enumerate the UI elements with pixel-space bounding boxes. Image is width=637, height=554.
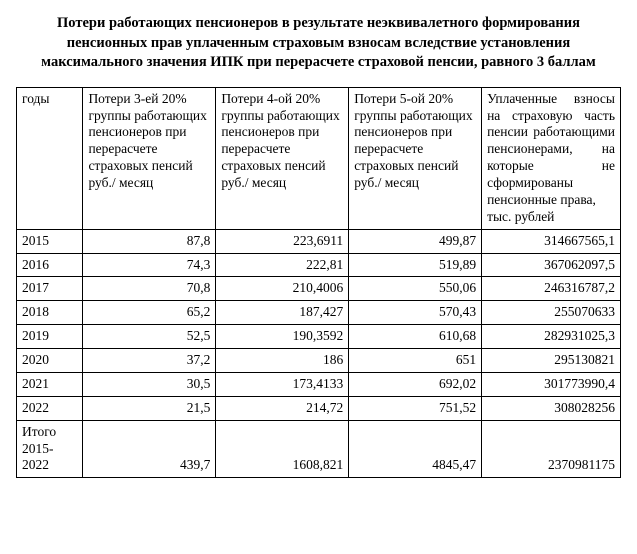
col-header-group4: Потери 4-ой 20% группы работающих пенсио…	[216, 87, 349, 229]
table-row: 2016 74,3 222,81 519,89 367062097,5	[17, 253, 621, 277]
cell-value: 651	[349, 349, 482, 373]
cell-total-value: 439,7	[83, 420, 216, 478]
cell-year: 2018	[17, 301, 83, 325]
cell-value: 173,4133	[216, 372, 349, 396]
cell-value: 52,5	[83, 325, 216, 349]
cell-value: 37,2	[83, 349, 216, 373]
page-title: Потери работающих пенсионеров в результа…	[36, 14, 601, 73]
cell-value: 519,89	[349, 253, 482, 277]
cell-value: 222,81	[216, 253, 349, 277]
cell-value: 190,3592	[216, 325, 349, 349]
table-row: 2022 21,5 214,72 751,52 308028256	[17, 396, 621, 420]
cell-total-value: 4845,47	[349, 420, 482, 478]
col-header-contributions: Уплаченные взносы на страховую часть пен…	[482, 87, 621, 229]
cell-value: 751,52	[349, 396, 482, 420]
cell-value: 282931025,3	[482, 325, 621, 349]
cell-value: 255070633	[482, 301, 621, 325]
table-row: 2017 70,8 210,4006 550,06 246316787,2	[17, 277, 621, 301]
cell-year: 2017	[17, 277, 83, 301]
cell-total-value: 1608,821	[216, 420, 349, 478]
cell-value: 610,68	[349, 325, 482, 349]
table-total-row: Итого2015-2022 439,7 1608,821 4845,47 23…	[17, 420, 621, 478]
cell-value: 210,4006	[216, 277, 349, 301]
table-row: 2018 65,2 187,427 570,43 255070633	[17, 301, 621, 325]
cell-value: 570,43	[349, 301, 482, 325]
cell-year: 2021	[17, 372, 83, 396]
col-header-group3: Потери 3-ей 20% группы работающих пенсио…	[83, 87, 216, 229]
cell-value: 223,6911	[216, 229, 349, 253]
cell-year: 2022	[17, 396, 83, 420]
table-row: 2020 37,2 186 651 295130821	[17, 349, 621, 373]
cell-year: 2019	[17, 325, 83, 349]
cell-value: 21,5	[83, 396, 216, 420]
cell-year: 2016	[17, 253, 83, 277]
cell-total-label: Итого2015-2022	[17, 420, 83, 478]
cell-value: 65,2	[83, 301, 216, 325]
cell-value: 367062097,5	[482, 253, 621, 277]
table-row: 2019 52,5 190,3592 610,68 282931025,3	[17, 325, 621, 349]
cell-value: 214,72	[216, 396, 349, 420]
cell-value: 295130821	[482, 349, 621, 373]
cell-value: 301773990,4	[482, 372, 621, 396]
cell-value: 70,8	[83, 277, 216, 301]
cell-value: 692,02	[349, 372, 482, 396]
cell-value: 30,5	[83, 372, 216, 396]
cell-value: 308028256	[482, 396, 621, 420]
col-header-years: годы	[17, 87, 83, 229]
table-row: 2015 87,8 223,6911 499,87 314667565,1	[17, 229, 621, 253]
cell-value: 550,06	[349, 277, 482, 301]
col-header-group5: Потери 5-ой 20% группы работающих пенсио…	[349, 87, 482, 229]
cell-value: 87,8	[83, 229, 216, 253]
cell-value: 186	[216, 349, 349, 373]
cell-value: 74,3	[83, 253, 216, 277]
cell-value: 314667565,1	[482, 229, 621, 253]
cell-value: 246316787,2	[482, 277, 621, 301]
cell-value: 499,87	[349, 229, 482, 253]
table-row: 2021 30,5 173,4133 692,02 301773990,4	[17, 372, 621, 396]
cell-year: 2015	[17, 229, 83, 253]
table-header-row: годы Потери 3-ей 20% группы работающих п…	[17, 87, 621, 229]
cell-value: 187,427	[216, 301, 349, 325]
cell-total-value: 2370981175	[482, 420, 621, 478]
losses-table: годы Потери 3-ей 20% группы работающих п…	[16, 87, 621, 479]
cell-year: 2020	[17, 349, 83, 373]
